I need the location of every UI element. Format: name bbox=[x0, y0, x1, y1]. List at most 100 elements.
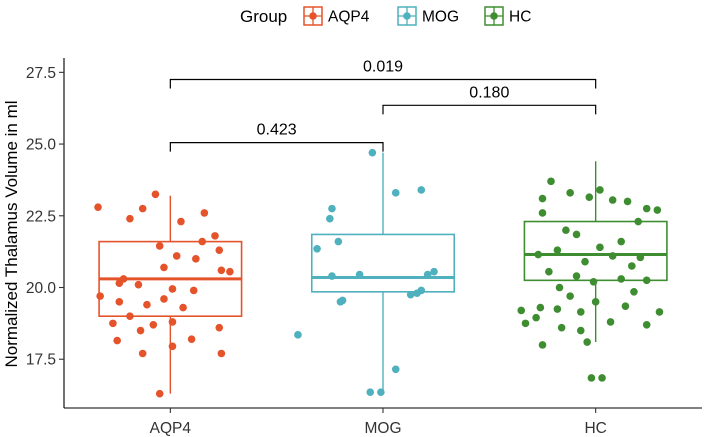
data-point bbox=[138, 204, 147, 213]
data-point bbox=[391, 189, 400, 197]
legend-key-point bbox=[309, 12, 317, 20]
data-point bbox=[608, 196, 617, 204]
data-point bbox=[634, 217, 642, 226]
data-point bbox=[538, 209, 547, 217]
y-tick-label: 22.5 bbox=[26, 208, 56, 225]
p-value-label: 0.423 bbox=[257, 122, 297, 139]
data-point bbox=[608, 252, 617, 260]
data-point bbox=[168, 285, 177, 293]
data-point bbox=[521, 319, 530, 328]
data-point bbox=[160, 295, 168, 303]
axes: 17.5 20.0 22.5 25.0 27.5 AQP4 MOG HC Normalize… bbox=[2, 58, 702, 437]
data-point bbox=[334, 237, 343, 246]
data-point bbox=[215, 246, 224, 255]
data-point bbox=[328, 204, 336, 213]
legend-title: Group bbox=[240, 7, 287, 26]
data-point bbox=[391, 365, 400, 374]
data-point bbox=[136, 326, 145, 335]
data-point bbox=[423, 270, 432, 279]
data-point bbox=[155, 389, 164, 398]
box-mog bbox=[310, 233, 456, 293]
data-point bbox=[581, 257, 589, 266]
data-point bbox=[591, 298, 600, 306]
data-point bbox=[589, 277, 598, 286]
legend-key-point bbox=[403, 12, 411, 20]
data-point bbox=[113, 336, 121, 345]
data-point bbox=[126, 312, 134, 320]
data-point bbox=[406, 290, 415, 299]
legend-label: AQP4 bbox=[328, 9, 370, 26]
legend-label: MOG bbox=[422, 9, 459, 26]
data-point bbox=[94, 203, 102, 211]
data-point bbox=[217, 266, 226, 275]
data-point bbox=[583, 338, 591, 346]
data-point bbox=[517, 306, 526, 315]
data-point bbox=[134, 280, 143, 289]
x-tick-label: AQP4 bbox=[150, 420, 192, 437]
data-point bbox=[621, 302, 630, 310]
data-point bbox=[617, 237, 625, 246]
data-point bbox=[606, 318, 615, 326]
p-value-label: 0.180 bbox=[469, 84, 509, 101]
data-point bbox=[417, 286, 426, 295]
data-point bbox=[534, 250, 543, 259]
data-point bbox=[630, 288, 638, 296]
y-tick-label: 27.5 bbox=[26, 65, 56, 82]
data-point bbox=[538, 194, 547, 203]
data-point bbox=[655, 308, 664, 316]
legend: Group AQP4 MOG HC bbox=[240, 6, 531, 26]
data-point bbox=[143, 300, 151, 309]
data-point bbox=[126, 214, 134, 223]
data-point bbox=[336, 298, 345, 306]
data-point bbox=[192, 255, 200, 263]
data-point bbox=[155, 242, 164, 250]
data-point bbox=[200, 209, 209, 217]
data-point bbox=[189, 286, 198, 295]
data-point bbox=[179, 303, 187, 312]
data-point bbox=[642, 204, 651, 213]
data-point bbox=[598, 374, 606, 382]
data-point bbox=[430, 267, 438, 276]
legend-label: HC bbox=[509, 9, 531, 26]
data-point bbox=[377, 388, 385, 397]
data-point bbox=[115, 279, 124, 288]
data-point bbox=[562, 226, 570, 234]
data-point bbox=[326, 214, 334, 223]
data-point bbox=[653, 206, 662, 214]
x-tick-label: HC bbox=[584, 420, 606, 437]
data-point bbox=[138, 349, 147, 358]
data-point bbox=[96, 292, 104, 300]
legend-key-point bbox=[490, 12, 498, 20]
data-point bbox=[555, 283, 564, 292]
comparison-bracket bbox=[169, 78, 597, 89]
data-point bbox=[642, 276, 651, 285]
data-point bbox=[160, 263, 168, 272]
data-point bbox=[328, 272, 336, 280]
data-point bbox=[168, 318, 177, 326]
y-tick-label: 20.0 bbox=[26, 280, 57, 297]
comparison-bracket bbox=[169, 142, 384, 152]
data-point bbox=[553, 305, 562, 313]
data-point bbox=[168, 342, 177, 351]
data-point bbox=[211, 232, 219, 240]
data-point bbox=[294, 331, 302, 339]
data-point bbox=[109, 319, 117, 328]
data-point bbox=[553, 246, 562, 255]
data-point bbox=[557, 323, 566, 332]
data-point bbox=[596, 243, 604, 252]
data-point bbox=[566, 292, 574, 300]
data-point bbox=[572, 272, 581, 280]
data-point bbox=[572, 230, 581, 239]
data-point bbox=[536, 303, 545, 312]
y-tick-label: 25.0 bbox=[26, 137, 57, 154]
data-point bbox=[417, 186, 426, 194]
data-point bbox=[576, 308, 585, 316]
data-point bbox=[355, 270, 364, 279]
data-point bbox=[115, 298, 124, 306]
data-point bbox=[226, 267, 234, 276]
data-point bbox=[538, 341, 547, 349]
data-point bbox=[623, 197, 632, 206]
data-point bbox=[617, 275, 625, 283]
data-point bbox=[545, 267, 553, 276]
